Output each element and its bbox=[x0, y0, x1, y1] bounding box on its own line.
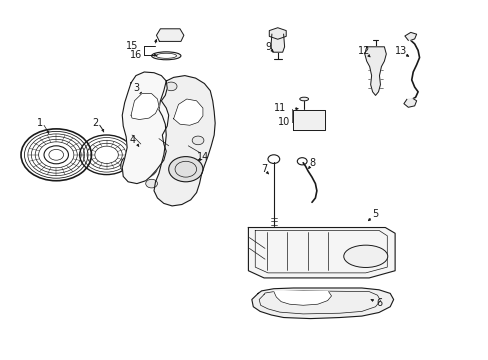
Text: 6: 6 bbox=[375, 298, 381, 308]
Text: 14: 14 bbox=[196, 152, 209, 162]
Text: 7: 7 bbox=[261, 164, 266, 174]
Text: 9: 9 bbox=[264, 42, 270, 52]
Polygon shape bbox=[248, 228, 394, 278]
Text: 8: 8 bbox=[308, 158, 314, 168]
Text: 3: 3 bbox=[133, 83, 139, 93]
Text: 12: 12 bbox=[357, 46, 370, 56]
Polygon shape bbox=[269, 28, 285, 39]
Circle shape bbox=[168, 157, 203, 182]
Ellipse shape bbox=[343, 245, 387, 267]
Polygon shape bbox=[154, 76, 215, 206]
Text: 11: 11 bbox=[273, 103, 286, 113]
Circle shape bbox=[121, 152, 158, 179]
Polygon shape bbox=[403, 99, 416, 107]
Polygon shape bbox=[251, 288, 393, 319]
Text: 4: 4 bbox=[130, 135, 136, 145]
Text: 10: 10 bbox=[277, 117, 289, 127]
Circle shape bbox=[145, 179, 157, 188]
Polygon shape bbox=[293, 110, 324, 130]
Ellipse shape bbox=[151, 52, 181, 60]
Polygon shape bbox=[156, 29, 183, 41]
Ellipse shape bbox=[299, 97, 308, 101]
Circle shape bbox=[165, 82, 177, 91]
Polygon shape bbox=[404, 32, 416, 40]
Text: 16: 16 bbox=[129, 50, 142, 60]
Text: 15: 15 bbox=[125, 41, 138, 51]
Text: 1: 1 bbox=[37, 118, 43, 128]
Ellipse shape bbox=[156, 53, 176, 58]
Text: 13: 13 bbox=[394, 46, 407, 56]
Circle shape bbox=[135, 85, 148, 95]
Text: 2: 2 bbox=[93, 118, 99, 128]
Polygon shape bbox=[131, 94, 159, 120]
Polygon shape bbox=[122, 72, 168, 184]
Polygon shape bbox=[270, 34, 284, 52]
Polygon shape bbox=[273, 292, 331, 305]
Polygon shape bbox=[173, 99, 203, 125]
Text: 5: 5 bbox=[372, 209, 378, 219]
Circle shape bbox=[192, 136, 203, 145]
Polygon shape bbox=[364, 47, 386, 95]
